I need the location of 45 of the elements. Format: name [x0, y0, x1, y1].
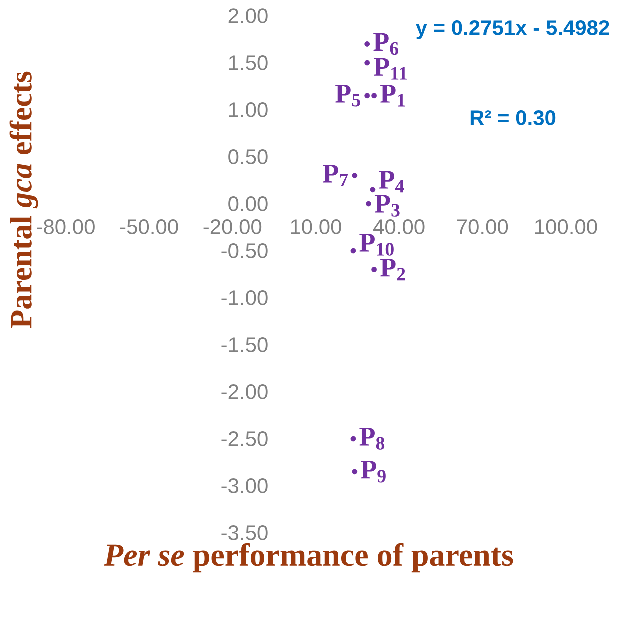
y-tick-label: -3.00 — [222, 478, 268, 494]
point — [364, 42, 370, 47]
point — [350, 436, 356, 442]
y-tick-label: -0.50 — [222, 244, 268, 258]
y-tick-label: -3.50 — [222, 526, 268, 540]
point — [364, 93, 370, 99]
series-label: P$_{7}$ — [323, 165, 348, 187]
series-label: P$_{11}$ — [374, 58, 408, 80]
series-label: P$_{3}$ — [374, 195, 400, 217]
series-label: P$_{2}$ — [380, 258, 406, 281]
x-tick-label: 10.00 — [291, 220, 342, 234]
y-tick-label: -1.00 — [222, 290, 268, 306]
point — [372, 267, 378, 272]
annotation: y = 0.2751x - 5.4982 — [416, 20, 610, 40]
y-tick-label: 0.00 — [228, 196, 268, 212]
x-tick-label: -20.00 — [204, 220, 262, 234]
point — [352, 469, 358, 475]
series-label: P$_{10}$ — [360, 234, 394, 256]
point — [370, 187, 376, 193]
series-label: P$_{5}$ — [336, 85, 360, 107]
x-tick-label: 40.00 — [374, 220, 425, 234]
y-tick-label: -2.00 — [222, 384, 268, 400]
annotation: R² = 0.30 — [470, 110, 556, 126]
y-tick-label: -2.50 — [222, 432, 268, 446]
y-tick-label: 2.00 — [228, 8, 268, 24]
y-tick-label: 1.00 — [229, 102, 268, 118]
point — [366, 201, 372, 207]
series-label: P$_{4}$ — [379, 171, 404, 193]
series-label: P$_{9}$ — [361, 460, 386, 483]
x-tick-label: 70.00 — [457, 220, 508, 234]
x-axis-title: Per se performance of parents — [104, 543, 514, 573]
point — [352, 173, 358, 178]
point — [372, 93, 378, 99]
series-label: P$_{8}$ — [360, 428, 385, 450]
series-label: P$_{1}$ — [380, 85, 406, 107]
y-tick-label: 1.50 — [229, 56, 268, 70]
series-label: P$_{6}$ — [374, 33, 399, 56]
x-tick-label: -50.00 — [120, 220, 178, 234]
x-tick-label: 100.00 — [535, 220, 598, 234]
y-tick-label: -1.50 — [222, 338, 268, 352]
y-axis-title: Parental gca effects — [10, 72, 38, 328]
point — [350, 248, 356, 254]
x-tick-label: -80.00 — [37, 220, 95, 234]
point — [364, 60, 370, 66]
y-tick-label: 0.50 — [228, 150, 268, 164]
